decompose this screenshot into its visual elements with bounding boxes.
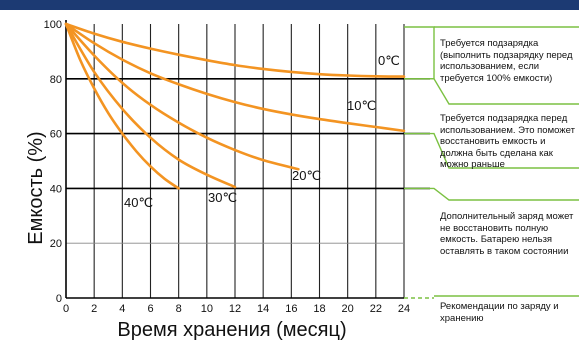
connector-2: [404, 78, 579, 105]
series-label-0: 0℃: [378, 53, 400, 68]
connector-3: [404, 132, 579, 169]
series-label-1: 10℃: [347, 98, 376, 113]
annotation-connectors: [404, 26, 579, 299]
x-tick-label: 2: [91, 303, 97, 315]
x-tick-label: 16: [285, 303, 297, 315]
threshold-lines: [66, 78, 430, 190]
axes: [65, 20, 404, 299]
y-tick-label: 20: [50, 238, 62, 250]
series-label-3: 30℃: [208, 190, 237, 205]
series-line-1: [64, 22, 406, 133]
y-axis-label: Емкость (%): [25, 131, 47, 244]
y-tick-label: 0: [56, 293, 62, 305]
x-axis-label: Время хранения (месяц): [117, 319, 346, 341]
connector-4: [404, 187, 579, 201]
annotation-damage-warning: Дополнительный заряд может не восстанови…: [440, 211, 574, 257]
series-lines: [64, 22, 406, 190]
y-tick-label: 100: [44, 19, 62, 31]
x-tick-label: 8: [176, 303, 182, 315]
header-bar: [0, 0, 579, 10]
x-tick-labels: 0 2 4 6 8 10 12 14 16 18 20 22 24: [63, 303, 410, 315]
x-tick-label: 18: [313, 303, 325, 315]
x-tick-label: 10: [201, 303, 213, 315]
series-line-3: [64, 22, 237, 189]
x-tick-label: 12: [229, 303, 241, 315]
series-line-4: [64, 22, 180, 190]
annotation-recommendations: Рекомендации по заряду и хранению: [440, 301, 559, 324]
x-tick-label: 14: [257, 303, 269, 315]
x-tick-label: 22: [370, 303, 382, 315]
series-label-2: 20℃: [292, 168, 321, 183]
series-line-2: [64, 22, 300, 171]
y-tick-label: 60: [50, 129, 62, 141]
x-tick-label: 4: [119, 303, 125, 315]
connector-bracket-1: [404, 26, 435, 80]
series-labels: 0℃ 10℃ 20℃ 30℃ 40℃: [124, 53, 400, 210]
series-label-4: 40℃: [124, 195, 153, 210]
x-tick-label: 20: [342, 303, 354, 315]
y-tick-labels: 0 20 40 60 80 100: [44, 19, 62, 305]
annotation-recharge-optional: Требуется подзарядка (выполнить подзаряд…: [440, 38, 573, 84]
y-tick-label: 80: [50, 74, 62, 86]
x-tick-label: 24: [398, 303, 410, 315]
series-line-0: [64, 22, 406, 78]
y-tick-label: 40: [50, 183, 62, 195]
x-tick-label: 6: [147, 303, 153, 315]
x-tick-label: 0: [63, 303, 69, 315]
annotation-recharge-required: Требуется подзарядка перед использование…: [440, 113, 575, 171]
